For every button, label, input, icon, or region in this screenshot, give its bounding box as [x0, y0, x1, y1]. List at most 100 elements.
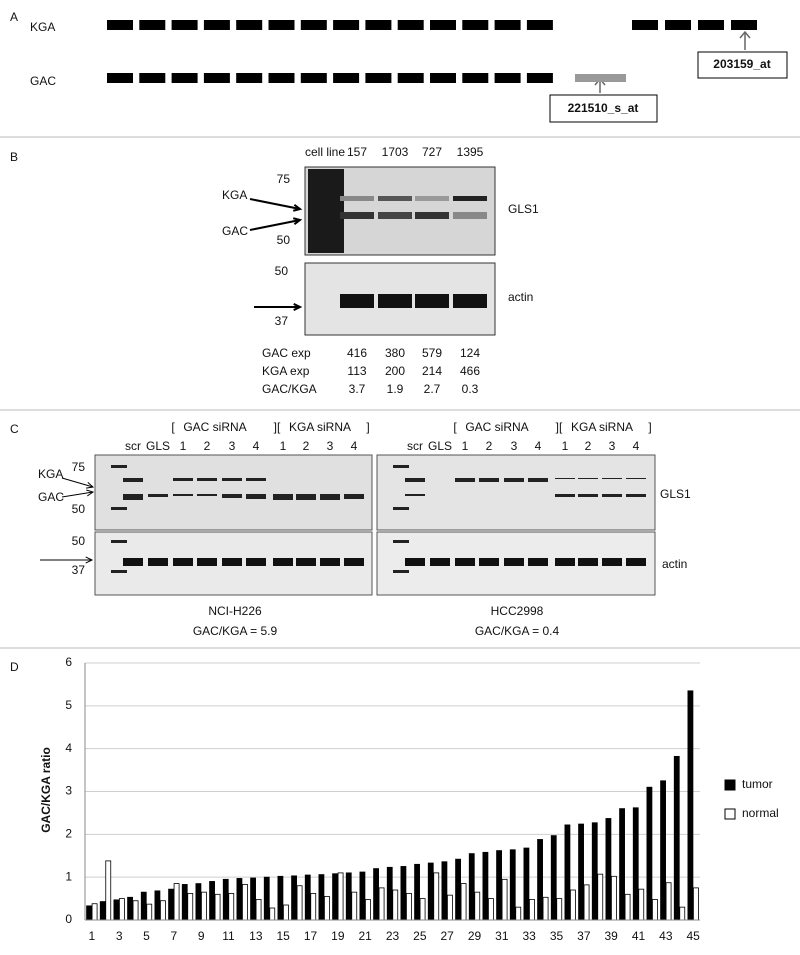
arrow-head — [292, 217, 303, 226]
table-cell: 113 — [347, 364, 366, 378]
band — [222, 478, 242, 481]
bar — [542, 896, 549, 921]
bar — [214, 893, 221, 921]
x-tick-label: 41 — [632, 929, 646, 943]
exon — [139, 20, 166, 30]
x-tick-label: 29 — [468, 929, 482, 943]
band — [197, 478, 217, 481]
band — [344, 494, 364, 499]
ratio: GAC/KGA = 5.9 — [193, 624, 278, 638]
band — [111, 540, 127, 543]
group-label: KGA siRNA — [289, 420, 351, 434]
x-tick-label: 25 — [413, 929, 427, 943]
panel-label: D — [10, 660, 19, 674]
table-cell: 214 — [422, 364, 442, 378]
bar — [570, 889, 576, 921]
bar — [173, 883, 180, 921]
exon — [268, 73, 295, 83]
bar — [468, 853, 475, 921]
band — [504, 478, 524, 482]
band — [393, 507, 409, 510]
table-row-label: KGA exp — [262, 364, 310, 378]
bar — [611, 875, 617, 921]
marker: 37 — [275, 314, 289, 328]
exon — [107, 20, 133, 30]
cell-line: NCI-H226 — [208, 604, 262, 618]
bar — [583, 884, 590, 921]
band — [393, 465, 409, 468]
bar — [515, 906, 522, 921]
arrow-head — [739, 30, 751, 39]
bar — [523, 847, 530, 921]
band — [123, 478, 143, 482]
table-cell: 3.7 — [349, 382, 366, 396]
bar — [638, 888, 645, 921]
band — [415, 212, 449, 219]
group-label: GAC siRNA — [465, 420, 528, 434]
bar — [447, 894, 453, 921]
bar — [140, 891, 147, 921]
bar — [646, 786, 653, 921]
lane-label: GLS — [146, 439, 170, 453]
bar — [154, 890, 161, 921]
table-cell: 124 — [460, 346, 480, 360]
bar — [693, 887, 699, 921]
exon — [236, 20, 263, 30]
header: cell line — [305, 145, 345, 159]
band — [415, 196, 449, 201]
exon — [171, 20, 198, 30]
exon — [236, 73, 263, 83]
table-row-label: GAC/KGA — [262, 382, 317, 396]
bar — [679, 906, 686, 921]
band — [222, 494, 242, 498]
y-tick-label: 0 — [65, 912, 72, 926]
probe-box — [549, 94, 658, 123]
band — [197, 558, 217, 566]
band — [111, 570, 127, 573]
table-cell: 0.3 — [462, 382, 479, 396]
x-tick-label: 15 — [276, 929, 290, 943]
bar — [310, 893, 317, 921]
exon — [333, 20, 360, 30]
x-tick-label: 35 — [550, 929, 564, 943]
band — [405, 478, 425, 482]
marker: 50 — [277, 233, 291, 247]
bar — [406, 893, 412, 921]
x-tick-label: 21 — [358, 929, 372, 943]
bar — [345, 872, 352, 921]
lane-label: 3 — [609, 439, 616, 453]
bar — [687, 690, 694, 921]
band — [320, 558, 340, 566]
arrow-label: GAC — [38, 490, 64, 504]
exon — [430, 73, 456, 83]
x-tick-label: 7 — [170, 929, 177, 943]
band — [393, 540, 409, 543]
bar — [283, 904, 289, 921]
panel-label: B — [10, 150, 18, 164]
bar — [455, 858, 461, 921]
arrow-head — [292, 203, 303, 212]
blot — [376, 454, 656, 531]
band — [455, 478, 475, 482]
group-label: KGA siRNA — [571, 420, 633, 434]
lane-label: scr — [407, 439, 423, 453]
lane-label: 2 — [204, 439, 211, 453]
x-tick-label: 11 — [222, 929, 235, 943]
exon — [430, 20, 456, 30]
band — [479, 558, 499, 566]
band — [405, 558, 425, 566]
band — [273, 558, 293, 566]
y-tick-label: 6 — [65, 655, 72, 669]
bar — [86, 905, 92, 921]
cell-line: 157 — [347, 145, 367, 159]
y-axis-label: GAC/KGA ratio — [39, 747, 53, 833]
band — [479, 478, 499, 482]
x-tick-label: 5 — [143, 929, 150, 943]
exon — [300, 73, 327, 83]
exon — [139, 73, 166, 83]
group-label: ][ — [556, 420, 563, 434]
group-label: [ — [171, 420, 175, 434]
bar — [427, 862, 434, 921]
exon — [526, 73, 553, 83]
band — [148, 558, 168, 566]
